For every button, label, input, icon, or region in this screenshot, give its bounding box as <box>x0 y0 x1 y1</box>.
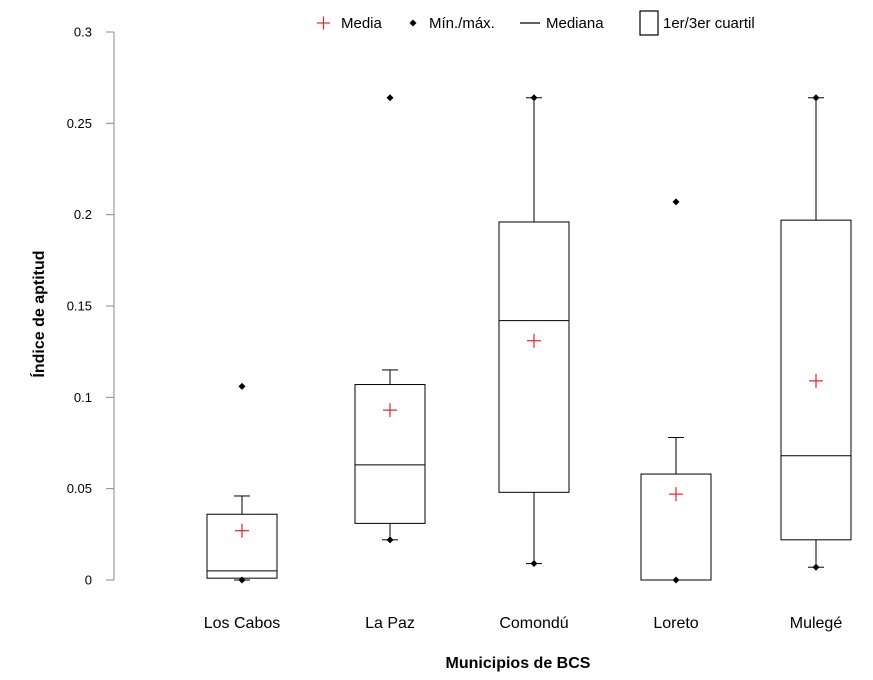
y-tick-label: 0.25 <box>67 116 92 131</box>
x-category-label: Loreto <box>653 615 698 632</box>
legend-item-minmax: Mín./máx. <box>409 15 495 32</box>
legend: Media Mín./máx. Mediana 1er/3er cuartil <box>317 10 755 36</box>
y-tick-label: 0.3 <box>74 25 92 40</box>
min-point <box>672 576 680 584</box>
max-point <box>812 94 820 102</box>
y-tick-label: 0 <box>85 573 92 588</box>
quartile-box <box>354 384 426 524</box>
x-category-label: La Paz <box>365 615 415 632</box>
x-category-label: Mulegé <box>790 615 843 632</box>
legend-item-mean: Media <box>317 15 383 32</box>
y-axis-title: Índice de aptitud <box>29 250 48 377</box>
legend-item-median: Mediana <box>520 15 604 32</box>
box-group <box>206 382 278 584</box>
max-point <box>530 94 538 102</box>
quartile-box <box>498 221 570 493</box>
min-point <box>530 560 538 568</box>
min-point <box>812 563 820 571</box>
x-category-label: Comondú <box>499 615 568 632</box>
box-series <box>206 94 852 584</box>
legend-minmax-marker <box>409 19 417 27</box>
legend-mean-label: Media <box>341 15 383 32</box>
box-group <box>780 94 852 571</box>
min-point <box>238 576 246 584</box>
max-point <box>386 94 394 102</box>
y-tick-label: 0.15 <box>67 299 92 314</box>
x-axis-title: Municipios de BCS <box>446 655 591 672</box>
quartile-box <box>780 219 852 541</box>
legend-minmax-label: Mín./máx. <box>429 15 495 32</box>
box-group <box>354 94 426 544</box>
legend-median-label: Mediana <box>546 15 604 32</box>
box-group <box>640 198 712 584</box>
x-axis-labels: Los Cabos La Paz Comondú Loreto Mulegé <box>204 615 843 632</box>
max-point <box>238 382 246 390</box>
min-point <box>386 536 394 544</box>
legend-quartiles-label: 1er/3er cuartil <box>663 15 755 32</box>
box-group <box>498 94 570 568</box>
y-tick-label: 0.05 <box>67 481 92 496</box>
y-axis-ticks: 0 0.05 0.1 0.15 0.2 0.25 0.3 <box>67 25 114 588</box>
legend-quartiles-marker <box>639 10 659 36</box>
x-category-label: Los Cabos <box>204 615 281 632</box>
y-tick-label: 0.1 <box>74 390 92 405</box>
max-point <box>672 198 680 206</box>
y-tick-label: 0.2 <box>74 207 92 222</box>
legend-item-quartiles: 1er/3er cuartil <box>639 10 755 36</box>
